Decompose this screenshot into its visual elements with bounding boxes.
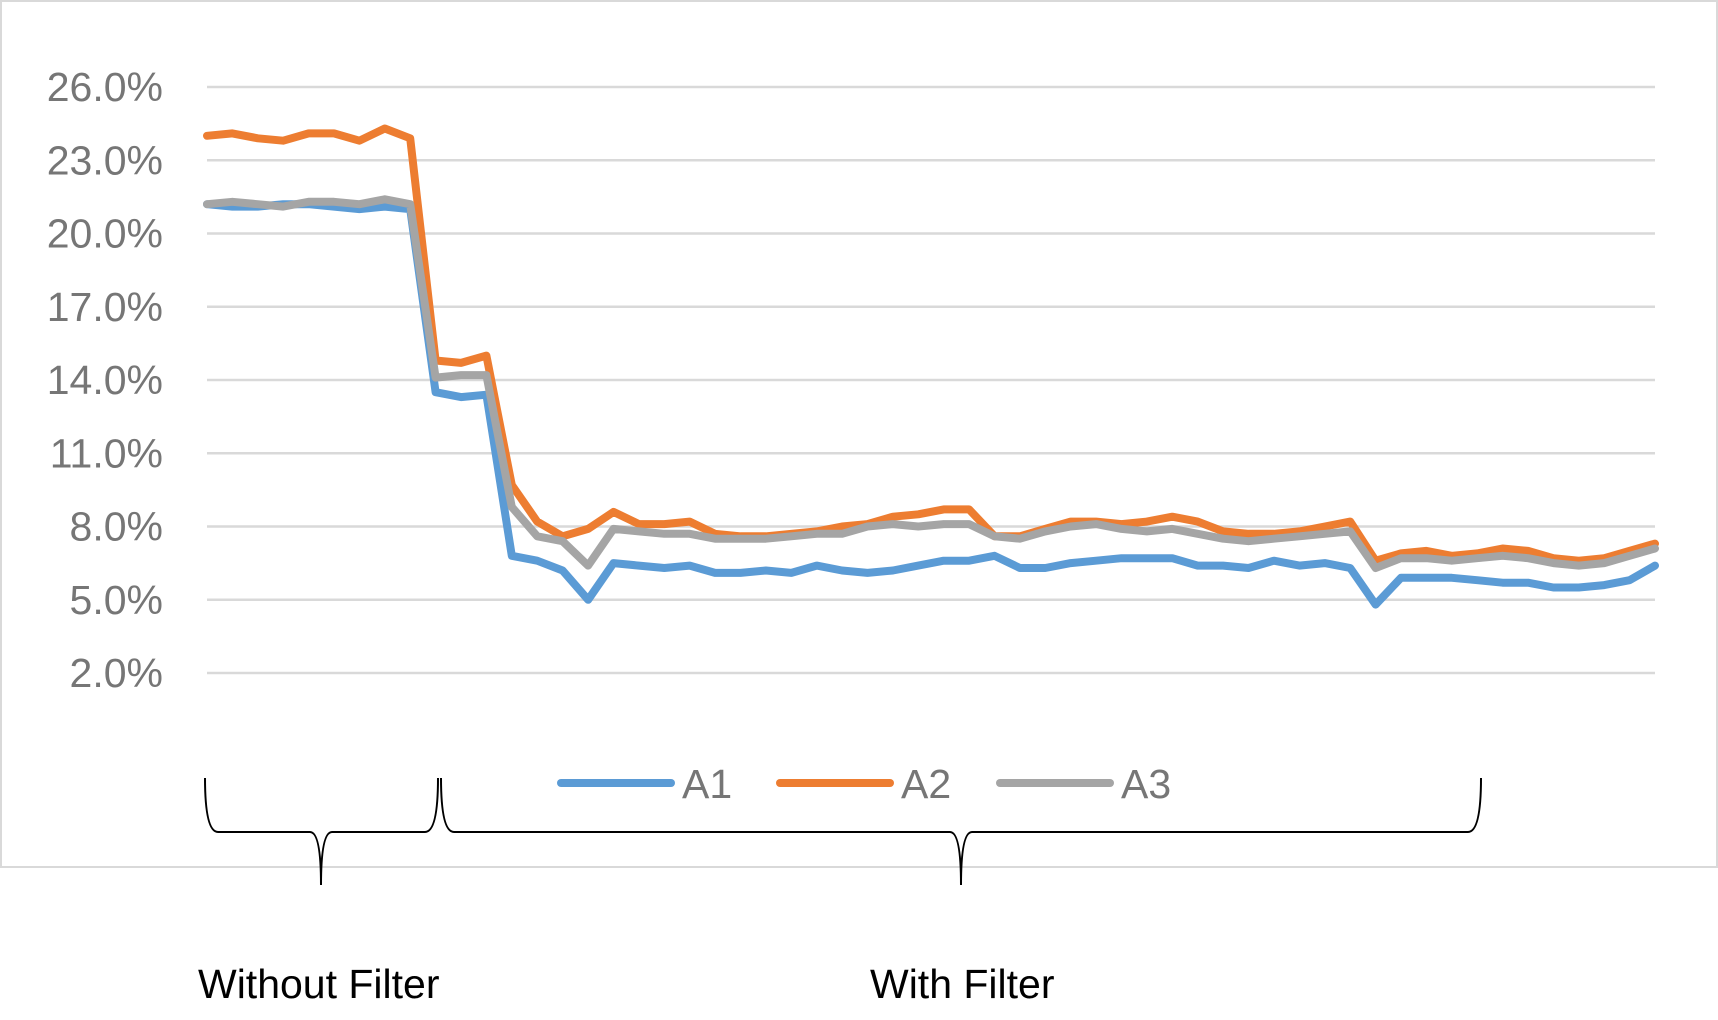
chart-frame [0, 0, 1718, 868]
brace-with-filter [440, 777, 1482, 886]
y-tick-label: 26.0% [47, 64, 163, 110]
legend-label-a2: A2 [901, 761, 951, 807]
label-with-filter: With Filter [870, 961, 1055, 1007]
series-line-a3 [203, 195, 1659, 572]
series-line-a2 [203, 124, 1659, 565]
series-line-a1 [203, 200, 1659, 609]
y-tick-label: 11.0% [50, 430, 163, 476]
legend-label-a1: A1 [682, 761, 732, 807]
y-axis: 26.0% 23.0% 20.0% 17.0% 14.0% 11.0% 8.0% 5.0% 2.… [47, 64, 163, 696]
y-tick-label: 8.0% [70, 504, 163, 550]
y-tick-label: 5.0% [70, 577, 163, 623]
y-tick-label: 17.0% [47, 284, 163, 330]
y-tick-label: 14.0% [47, 357, 163, 403]
y-tick-label: 2.0% [70, 650, 163, 696]
y-tick-label: 23.0% [47, 137, 163, 183]
region-braces [204, 777, 1482, 886]
series-lines [203, 124, 1659, 609]
brace-without-filter [204, 777, 439, 886]
legend-label-a3: A3 [1121, 761, 1171, 807]
y-tick-label: 20.0% [47, 211, 163, 257]
legend: A1 A2 A3 [557, 761, 1171, 807]
label-without-filter: Without Filter [198, 961, 440, 1007]
